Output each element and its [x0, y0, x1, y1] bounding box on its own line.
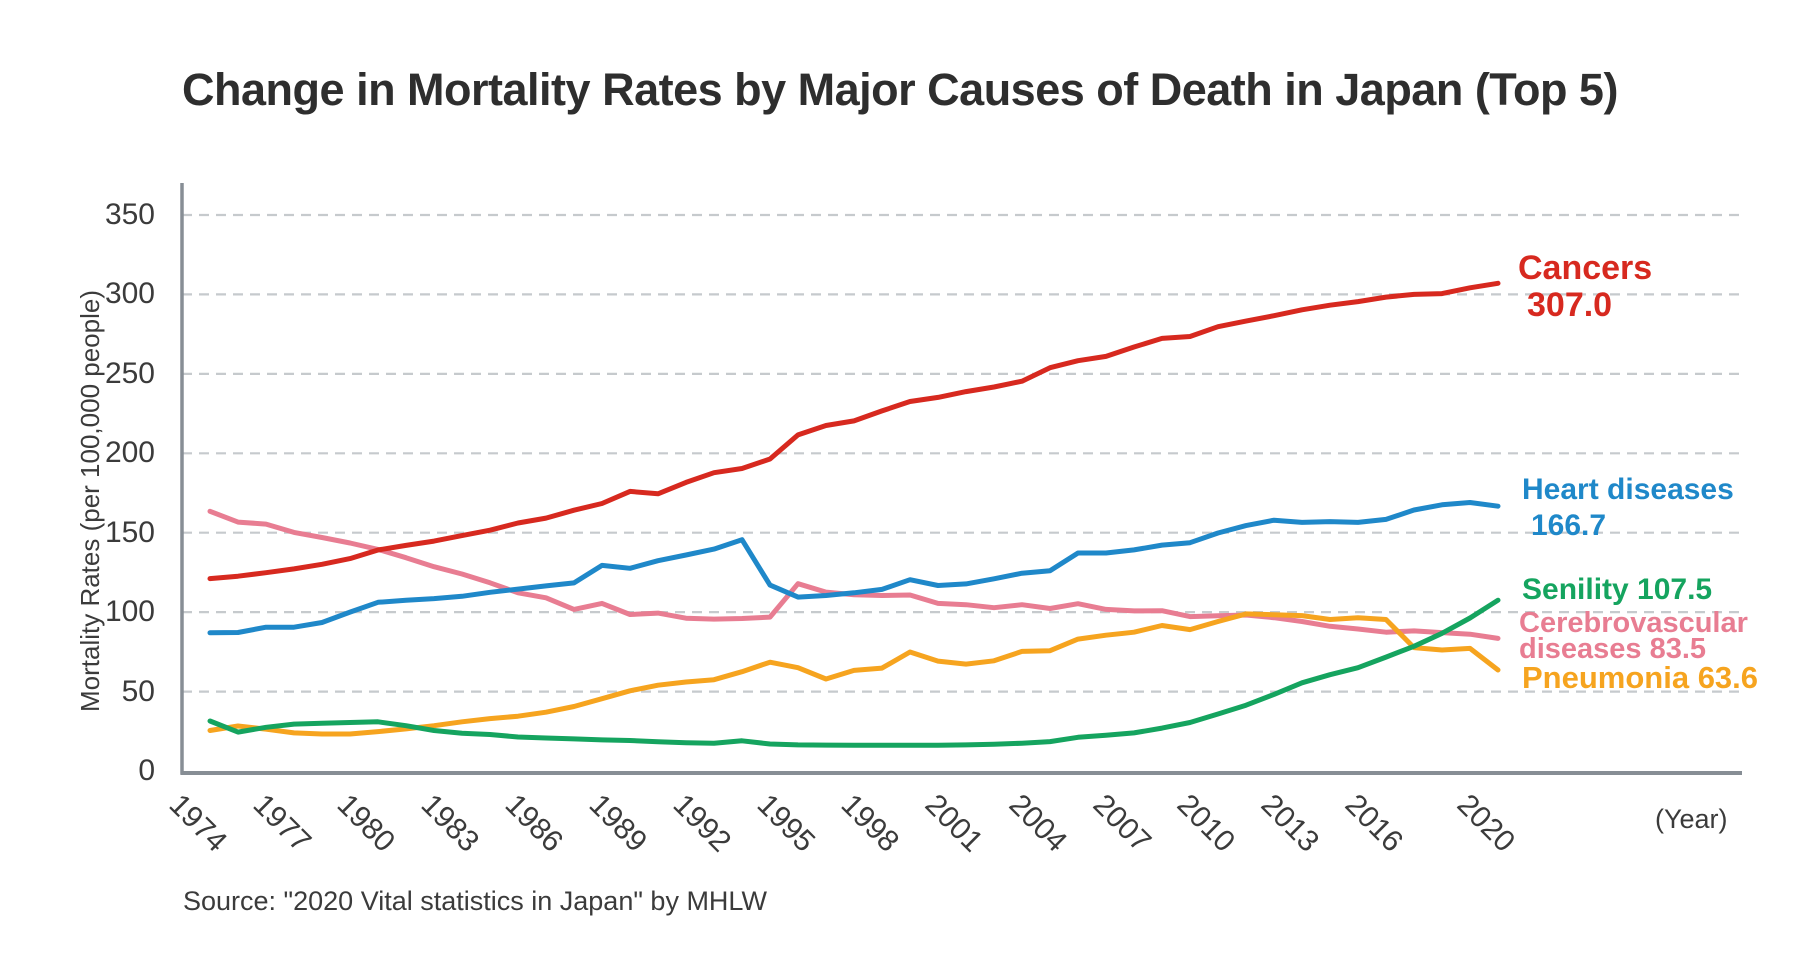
series-label-heart-value: 166.7	[1531, 509, 1607, 542]
series-line-cancers	[207, 280, 1501, 582]
series-label-pneumonia: Pneumonia 63.6	[1522, 662, 1758, 694]
y-tick-label-50: 50	[121, 674, 155, 708]
series-label-senility: Senility 107.5	[1522, 574, 1712, 606]
source-note: Source: "2020 Vital statistics in Japan"…	[183, 886, 767, 916]
y-tick-label-300: 300	[104, 277, 155, 311]
x-axis-unit-label: (Year)	[1655, 804, 1728, 834]
y-axis-title: Mortality Rates (per 100,000 people)	[75, 290, 105, 713]
y-tick-label-150: 150	[104, 515, 155, 549]
series-label-pneumonia-text: Pneumonia 63.6	[1522, 660, 1759, 695]
series-label-cancers: Cancers 307.0	[1518, 250, 1652, 324]
y-tick-label-200: 200	[104, 436, 155, 470]
series-label-cerebrovascular: Cerebrovascular diseases 83.5	[1519, 607, 1748, 665]
y-tick-label-0: 0	[138, 754, 155, 787]
y-tick-label-100: 100	[104, 595, 155, 629]
series-label-heart-name: Heart diseases	[1522, 473, 1734, 506]
series-line-cerebrovascular	[207, 508, 1501, 641]
series-label-heart-diseases: Heart diseases 166.7	[1522, 472, 1734, 544]
series-label-cerebrovascular-line1: Cerebrovascular	[1519, 607, 1748, 639]
chart-title: Change in Mortality Rates by Major Cause…	[182, 64, 1618, 115]
series-line-pneumonia	[207, 611, 1501, 737]
series-line-senility	[207, 597, 1501, 748]
y-tick-label-350: 350	[104, 198, 155, 231]
series-label-cerebrovascular-line2: diseases 83.5	[1519, 633, 1707, 665]
series-line-heart	[207, 500, 1501, 636]
series-label-cancers-name: Cancers	[1518, 249, 1653, 287]
series-label-cancers-value: 307.0	[1527, 286, 1613, 324]
series-label-senility-text: Senility 107.5	[1522, 573, 1713, 606]
y-tick-label-250: 250	[104, 356, 155, 390]
